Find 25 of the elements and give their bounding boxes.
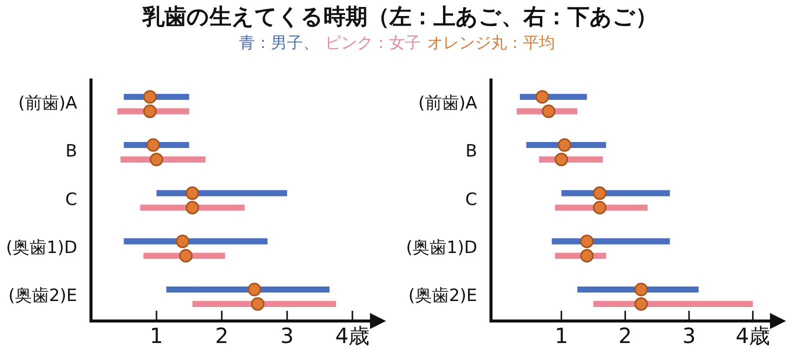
bar: [124, 238, 268, 244]
y-tick-label: B: [66, 142, 78, 162]
y-tick-label: B: [466, 142, 478, 162]
x-tick-label: 2: [215, 324, 228, 348]
y-tick-label: C: [65, 190, 78, 210]
text: オレンジ丸：平均: [427, 33, 555, 52]
bar: [166, 286, 330, 293]
y-tick-label: (奥歯2)E: [408, 286, 478, 306]
y-tick-label: (奥歯2)E: [8, 286, 78, 306]
x-tick-label: 2: [618, 324, 632, 348]
y-tick-label: (奥歯1)D: [6, 238, 78, 258]
text: 青：男子、: [239, 33, 319, 52]
y-tick-label: C: [465, 190, 478, 210]
y-tick-label: (前歯)A: [18, 94, 78, 114]
x-tick-label: 1: [150, 324, 164, 348]
x-tick-label: 3: [280, 324, 294, 348]
x-tick-label: 3: [682, 324, 696, 348]
x-tick-label: 1: [554, 324, 568, 348]
x-tick-label: 4歳: [335, 324, 370, 348]
y-tick-label: (前歯)A: [418, 94, 478, 114]
x-tick-label: 4歳: [736, 324, 770, 348]
y-tick-label: (奥歯1)D: [406, 238, 478, 258]
chart-title: 乳歯の生えてくる時期（左：上あご、右：下あご）: [141, 4, 658, 32]
text: ピンク：女子: [325, 33, 421, 52]
bar: [192, 300, 336, 307]
